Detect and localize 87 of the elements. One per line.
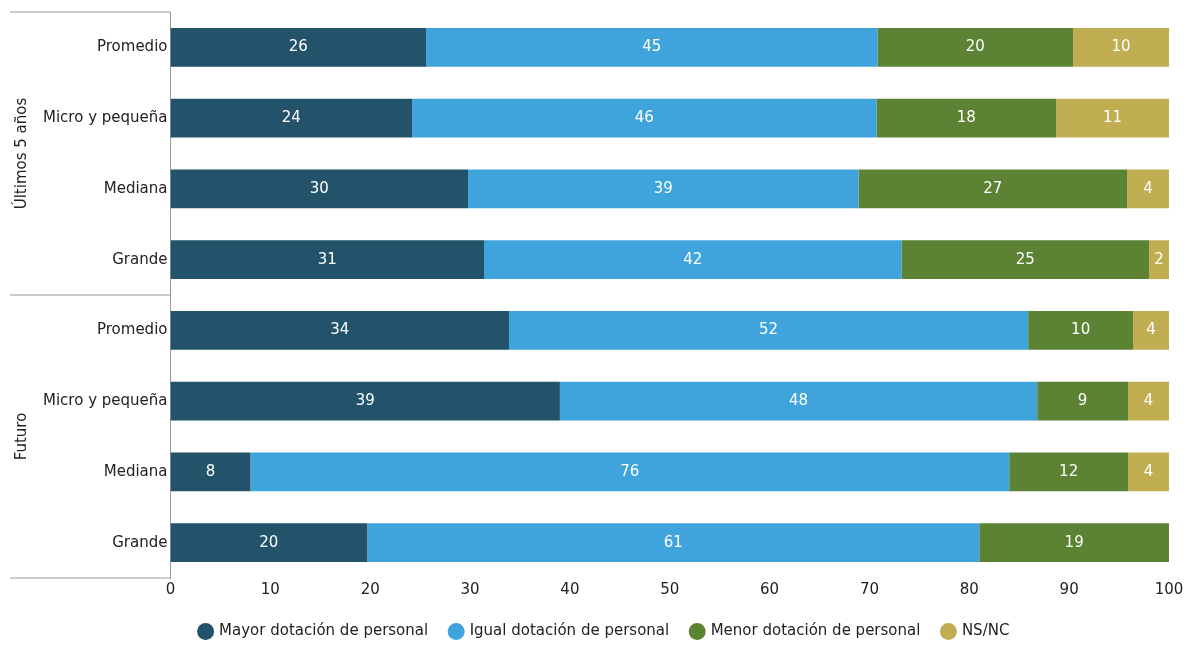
bar (508, 310, 1029, 350)
data-label: 26 (288, 37, 308, 56)
x-tick-label: 70 (859, 579, 879, 598)
y-tick-label: Mediana (103, 178, 168, 197)
x-tick-label: 80 (959, 579, 979, 598)
data-label: 61 (663, 532, 683, 551)
legend-label: NS/NC (961, 621, 1010, 640)
bar (1128, 452, 1169, 492)
data-label: 20 (259, 532, 279, 551)
bar (1037, 381, 1129, 421)
data-label: 76 (620, 461, 640, 480)
bar (170, 381, 560, 421)
bar (1128, 381, 1169, 421)
x-tick-label: 40 (560, 579, 580, 598)
x-tick-label: 20 (360, 579, 380, 598)
bar (1127, 169, 1169, 209)
data-label: 4 (1143, 461, 1154, 480)
bar (412, 98, 877, 138)
bar (170, 452, 251, 492)
x-tick-label: 0 (165, 579, 176, 598)
data-label: 25 (1015, 249, 1035, 268)
legend-label: Mayor dotación de personal (219, 621, 429, 640)
data-label: 46 (634, 108, 654, 127)
x-tick-label: 60 (760, 579, 780, 598)
bar (559, 381, 1038, 421)
bar (367, 523, 980, 563)
data-label: 34 (330, 320, 350, 339)
y-tick-label: Promedio (96, 37, 168, 56)
data-label: 10 (1071, 320, 1091, 339)
data-label: 12 (1059, 461, 1079, 480)
text: Futuro (11, 412, 30, 461)
bar (1149, 240, 1169, 280)
bar (876, 98, 1057, 138)
bar (877, 27, 1074, 67)
bar (170, 240, 485, 280)
data-label: 2 (1154, 249, 1164, 268)
data-label: 31 (317, 249, 337, 268)
bar (1133, 310, 1169, 350)
y-tick-label: Grande (112, 532, 168, 551)
data-label: 20 (965, 37, 985, 56)
x-tick-label: 30 (460, 579, 480, 598)
data-label: 4 (1146, 320, 1156, 339)
y-tick-label: Mediana (103, 461, 168, 480)
bar (858, 169, 1128, 209)
data-label: 48 (789, 391, 809, 410)
data-label: 45 (642, 37, 662, 56)
data-label: 19 (1064, 532, 1084, 551)
bar (170, 310, 509, 350)
x-tick-label: 90 (1059, 579, 1079, 598)
data-label: 27 (983, 178, 1003, 197)
data-label: 10 (1111, 37, 1131, 56)
data-label: 42 (683, 249, 703, 268)
bar (1073, 27, 1169, 67)
data-label: 39 (653, 178, 673, 197)
bar (979, 523, 1169, 563)
bar (468, 169, 859, 209)
data-label: 39 (355, 391, 375, 410)
bar (170, 169, 469, 209)
x-tick-label: 100 (1154, 579, 1184, 598)
x-tick-label: 10 (260, 579, 280, 598)
bar (426, 27, 878, 67)
data-label: 11 (1103, 108, 1123, 127)
y-tick-label: Promedio (96, 320, 168, 339)
bar (901, 240, 1150, 280)
bar (170, 98, 413, 138)
bar (170, 27, 427, 67)
bar (250, 452, 1010, 492)
data-label: 52 (759, 320, 779, 339)
legend-label: Igual dotación de personal (469, 621, 670, 640)
data-label: 9 (1077, 391, 1088, 410)
data-label: 30 (309, 178, 329, 197)
data-label: 4 (1143, 178, 1153, 197)
y-tick-label: Micro y pequeña (42, 108, 168, 127)
bar (1028, 310, 1134, 350)
data-label: 18 (956, 108, 976, 127)
y-tick-label: Grande (112, 249, 168, 268)
bar (1056, 98, 1169, 138)
bar (170, 523, 368, 563)
y-tick-label: Micro y pequeña (42, 391, 168, 410)
data-label: 24 (281, 108, 301, 127)
bar (484, 240, 902, 280)
legend-label: Menor dotación de personal (710, 621, 921, 640)
data-label: 8 (205, 461, 216, 480)
x-tick-label: 50 (660, 579, 680, 598)
data-label: 4 (1143, 391, 1154, 410)
text: Últimos 5 años (10, 97, 30, 210)
bar (1009, 452, 1129, 492)
